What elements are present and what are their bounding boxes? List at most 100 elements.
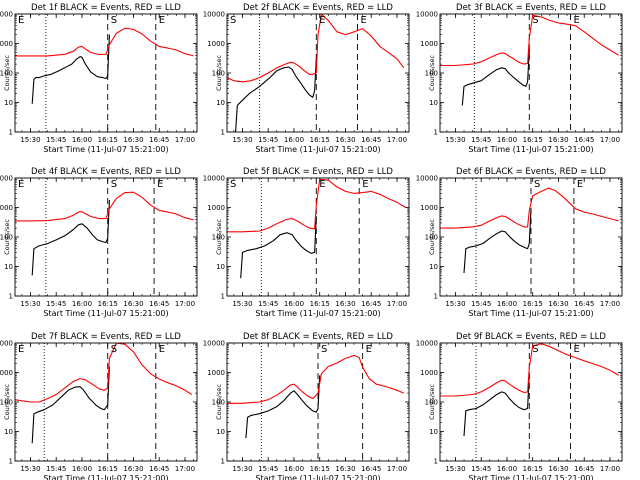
panel-4: Det 4f BLACK = Events, RED = LLD Counts/s… (0, 167, 198, 318)
x-tick-label: 16:15 (310, 136, 330, 144)
y-tick-label: 1 (434, 458, 438, 466)
plot-area (227, 178, 406, 296)
y-tick-label: 1000 (420, 40, 438, 48)
y-tick-label: 10 (429, 428, 438, 436)
y-axis-label: Counts/sec (215, 384, 223, 420)
y-tick-label: 10 (4, 428, 13, 436)
y-tick-label: 10 (429, 99, 438, 107)
marker-annotation: E (157, 179, 163, 190)
lld-series-line (227, 14, 405, 83)
plot-frame (439, 342, 623, 462)
x-tick-label: 16:30 (548, 300, 568, 308)
y-tick-label: 1000 (0, 204, 13, 212)
y-tick-label: 100 (0, 70, 13, 78)
events-series-line (31, 199, 110, 276)
x-axis-label: Start Time (11-Jul-07 15:21:00) (43, 474, 168, 480)
panel-title: Det 6f BLACK = Events, RED = LLD (456, 167, 606, 177)
lld-series-line (440, 343, 619, 397)
x-axis-label: Start Time (11-Jul-07 15:21:00) (255, 474, 380, 480)
panel-2: Det 2f BLACK = Events, RED = LLD Counts/s… (203, 3, 410, 154)
y-tick-label: 10000 (0, 340, 13, 348)
plot-area (15, 14, 194, 132)
events-series-line (31, 366, 110, 444)
x-axis-label: Start Time (11-Jul-07 15:21:00) (255, 145, 380, 154)
x-tick-label: 16:45 (149, 300, 169, 308)
marker-annotation: E (18, 15, 24, 26)
panel-8: Det 8f BLACK = Events, RED = LLD Counts/s… (203, 332, 410, 480)
x-tick-label: 16:30 (123, 300, 143, 308)
y-axis-label: Counts/sec (428, 55, 436, 91)
panel-3: Det 3f BLACK = Events, RED = LLD Counts/s… (416, 3, 623, 154)
x-tick-label: 16:15 (98, 136, 118, 144)
y-axis-label: Counts/sec (215, 219, 223, 255)
y-axis-label: Counts/sec (428, 219, 436, 255)
marker-annotation: E (366, 344, 372, 355)
panel-title: Det 7f BLACK = Events, RED = LLD (31, 332, 181, 342)
x-tick-label: 15:45 (258, 465, 278, 473)
x-tick-label: 15:45 (46, 136, 66, 144)
x-tick-label: 16:30 (548, 136, 568, 144)
x-tick-label: 16:00 (284, 465, 304, 473)
x-tick-label: 17:00 (387, 465, 407, 473)
x-tick-label: 17:00 (175, 300, 195, 308)
marker-annotation: S (534, 179, 540, 190)
y-tick-label: 1000 (420, 204, 438, 212)
panel-7: Det 7f BLACK = Events, RED = LLD Counts/s… (0, 332, 198, 480)
y-tick-label: 100 (425, 234, 438, 242)
x-tick-label: 15:30 (20, 465, 40, 473)
x-tick-label: 17:00 (600, 300, 620, 308)
lld-series-line (440, 187, 619, 229)
x-tick-label: 17:00 (387, 136, 407, 144)
panel-5: Det 5f BLACK = Events, RED = LLD Counts/s… (203, 167, 410, 318)
x-tick-label: 16:00 (497, 300, 517, 308)
marker-annotation: E (18, 179, 24, 190)
y-tick-label: 10000 (0, 11, 13, 19)
plot-area (227, 343, 405, 461)
marker-annotation: E (573, 344, 579, 355)
x-axis-label: Start Time (11-Jul-07 15:21:00) (43, 145, 168, 154)
panel-title: Det 3f BLACK = Events, RED = LLD (456, 3, 606, 13)
panel-title: Det 1f BLACK = Events, RED = LLD (31, 3, 181, 13)
x-axis-label: Start Time (11-Jul-07 15:21:00) (43, 309, 168, 318)
y-tick-label: 10 (216, 428, 225, 436)
y-tick-label: 100 (0, 234, 13, 242)
x-tick-label: 17:00 (175, 136, 195, 144)
x-tick-label: 17:00 (600, 136, 620, 144)
x-tick-label: 16:45 (361, 465, 381, 473)
x-tick-label: 15:45 (471, 300, 491, 308)
x-tick-label: 16:30 (335, 465, 355, 473)
y-tick-label: 10 (4, 263, 13, 271)
marker-annotation: S (230, 15, 236, 26)
x-axis-label: Start Time (11-Jul-07 15:21:00) (468, 145, 593, 154)
x-tick-label: 17:00 (387, 300, 407, 308)
events-series-line (240, 216, 317, 279)
plot-area (440, 343, 619, 461)
panel-title: Det 5f BLACK = Events, RED = LLD (243, 167, 393, 177)
x-tick-label: 16:00 (72, 465, 92, 473)
x-tick-label: 15:45 (46, 465, 66, 473)
marker-annotation: E (159, 15, 165, 26)
x-tick-label: 15:45 (258, 136, 278, 144)
y-tick-label: 100 (425, 70, 438, 78)
y-tick-label: 10 (4, 99, 13, 107)
x-tick-label: 16:15 (523, 300, 543, 308)
y-axis-label: Counts/sec (3, 384, 11, 420)
lld-series-line (227, 178, 406, 233)
panel-title: Det 8f BLACK = Events, RED = LLD (243, 332, 393, 342)
x-tick-label: 16:15 (310, 465, 330, 473)
x-tick-label: 15:30 (445, 300, 465, 308)
panel-title: Det 4f BLACK = Events, RED = LLD (31, 167, 181, 177)
x-tick-label: 16:15 (98, 300, 118, 308)
x-tick-label: 16:00 (72, 136, 92, 144)
marker-annotation: S (111, 344, 117, 355)
plot-area (15, 343, 193, 461)
plot-frame (439, 13, 623, 133)
y-tick-label: 100 (212, 234, 225, 242)
plot-frame (14, 342, 198, 462)
y-tick-label: 10 (216, 263, 225, 271)
x-tick-label: 15:30 (232, 465, 252, 473)
y-tick-label: 10000 (203, 175, 225, 183)
y-axis-label: Counts/sec (3, 55, 11, 91)
y-tick-label: 100 (0, 399, 13, 407)
x-axis-label: Start Time (11-Jul-07 15:21:00) (255, 309, 380, 318)
